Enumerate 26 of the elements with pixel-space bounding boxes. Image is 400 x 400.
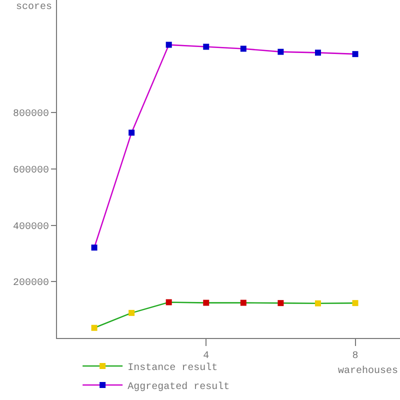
y-tick-label: 600000 [12,166,49,176]
x-tick-label: 8 [352,351,358,362]
y-tick-label: 800000 [12,109,49,120]
point [352,51,358,58]
point [128,130,135,136]
point [278,300,284,306]
point [314,50,321,56]
point [91,244,98,251]
point [278,48,284,55]
point [203,44,210,50]
point [352,300,358,306]
point [166,299,172,306]
x-axis-title: warehouses [338,365,398,377]
point [128,310,135,316]
point [203,300,210,306]
legend-label: Instance result [128,362,218,374]
legend-label: Aggregated result [128,380,230,393]
point [314,300,321,306]
point [240,46,246,52]
point [166,42,172,48]
y-tick-label: 400000 [12,222,49,233]
point [240,300,246,306]
point [91,324,98,331]
x-tick-label: 4 [203,351,210,362]
y-axis-title: scores [16,2,52,13]
y-tick-label: 200000 [12,278,49,290]
